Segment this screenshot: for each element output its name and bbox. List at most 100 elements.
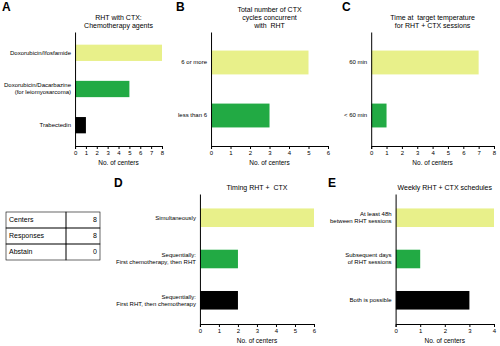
panel-title: RHT with CTX:Chemotherapy agents (84, 14, 153, 30)
x-tick-mark (238, 324, 239, 327)
x-tick: 0 (394, 324, 398, 334)
x-tick-mark (494, 146, 495, 149)
x-tick-label: 1 (229, 150, 233, 156)
panel-title: Time at target temperaturefor RHT + CTX … (390, 14, 475, 29)
y-axis: < 60 min 60 min (344, 33, 372, 147)
x-tick: 0 (74, 146, 78, 156)
x-tick: 4 (117, 146, 121, 156)
x-axis-title: No. of centers (412, 159, 453, 166)
x-tick: 5 (128, 146, 132, 156)
y-axis: TrabectedinDoxorubicin/Dacarbazine(for l… (4, 33, 76, 147)
y-tick-label: Simultaneously (155, 215, 196, 221)
x-tick: 2 (96, 146, 100, 156)
bar (396, 250, 421, 269)
x-tick: 4 (431, 146, 435, 156)
x-tick-label: 7 (150, 150, 154, 156)
panel-title-line: Time at target temperature (390, 14, 475, 22)
x-tick-label: 3 (468, 328, 472, 334)
panel-letter: D (114, 176, 123, 190)
y-tick: 60 min (349, 59, 367, 65)
x-tick-label: 3 (256, 328, 260, 334)
y-tick-label-line: Doxorubicin/Ifosfamide (10, 50, 72, 56)
x-tick-label: 5 (307, 150, 311, 156)
panel-title-line: Total number of CTX (237, 6, 302, 13)
x-tick: 7 (477, 146, 481, 156)
bar (75, 81, 129, 97)
x-axis-title: No. of centers (237, 337, 278, 344)
panel-title-line: cycles concurrent (242, 14, 297, 22)
x-tick-label: 1 (419, 328, 423, 334)
y-tick-label-line: 6 or more (181, 59, 207, 65)
y-tick-label: 60 min (349, 59, 367, 65)
x-tick-mark (86, 146, 87, 149)
x-tick-mark (445, 324, 446, 327)
panel-title: Weekly RHT + CTX schedules (398, 184, 493, 192)
x-tick-mark (219, 324, 220, 327)
x-tick: 6 (139, 146, 143, 156)
x-axis: 0123456 (199, 324, 317, 334)
y-tick-label: Sequentially:First chemotherapy, then RH… (116, 252, 196, 265)
y-tick-label-line: Sequentially: (162, 294, 197, 300)
x-tick: 7 (150, 146, 154, 156)
x-tick: 1 (218, 324, 222, 334)
x-tick-label: 6 (462, 150, 466, 156)
y-tick-label-line: At least 48h (360, 211, 392, 217)
x-tick: 1 (85, 146, 89, 156)
x-tick: 4 (288, 146, 292, 156)
x-tick-label: 2 (96, 150, 100, 156)
x-tick-mark (433, 146, 434, 149)
y-tick-label-line: First chemotherapy, then RHT (116, 259, 196, 265)
table-value: 8 (93, 216, 97, 223)
x-tick-mark (129, 146, 130, 149)
bar (211, 104, 269, 128)
y-tick-label-line: Both is possible (350, 297, 393, 303)
panel: 0123456less than 66 or moreTotal number … (176, 0, 331, 166)
y-tick-label: Trabectedin (40, 122, 71, 128)
y-tick: Sequentially:First RHT, then chemotherap… (116, 294, 196, 307)
y-tick-label: less than 6 (178, 112, 208, 118)
x-tick-mark (479, 146, 480, 149)
bars (396, 208, 494, 309)
bars (200, 208, 314, 309)
x-axis-line (200, 325, 314, 328)
x-tick-label: 0 (210, 150, 214, 156)
bar (75, 117, 86, 133)
x-tick-label: 0 (199, 328, 203, 334)
y-axis-line (211, 33, 212, 147)
y-axis: less than 6 6 or more (178, 33, 212, 147)
x-tick-label: 4 (431, 150, 435, 156)
x-axis: 0123456 (210, 146, 331, 156)
x-tick-label: 4 (493, 328, 497, 334)
y-tick: < 60 min (344, 112, 367, 118)
y-tick-label-line: Sequentially: (162, 252, 197, 258)
x-tick-label: 5 (128, 150, 132, 156)
y-tick: Both is possible (350, 297, 393, 303)
x-tick-label: 3 (106, 150, 110, 156)
x-axis-line (372, 147, 495, 150)
panel-letter: A (2, 0, 11, 14)
y-tick-label-line: Subsequent days (345, 252, 391, 258)
x-tick: 4 (275, 324, 279, 334)
x-tick: 0 (370, 146, 374, 156)
table-value: 0 (93, 248, 97, 255)
bar (396, 291, 470, 310)
x-axis-line (76, 147, 163, 150)
y-tick-label: Sequentially:First RHT, then chemotherap… (116, 294, 196, 307)
y-tick-label-line: Simultaneously (155, 215, 196, 221)
x-tick-label: 8 (493, 150, 497, 156)
bars (211, 51, 308, 128)
table-cell (66, 212, 100, 228)
bar (396, 208, 494, 227)
y-tick-label: Both is possible (350, 297, 393, 303)
bar (211, 51, 308, 75)
panel-title-line: Chemotherapy agents (84, 22, 153, 30)
x-tick-label: 0 (74, 150, 78, 156)
panel: 012345678< 60 min60 minTime at target te… (342, 0, 497, 166)
y-axis-line (200, 195, 201, 325)
x-tick-label: 2 (401, 150, 405, 156)
panel: 012345678TrabectedinDoxorubicin/Dacarbaz… (2, 0, 165, 166)
x-axis-title: No. of centers (249, 159, 290, 166)
y-tick-label-line: 60 min (349, 59, 367, 65)
x-tick-mark (494, 324, 495, 327)
x-tick-label: 1 (218, 328, 222, 334)
